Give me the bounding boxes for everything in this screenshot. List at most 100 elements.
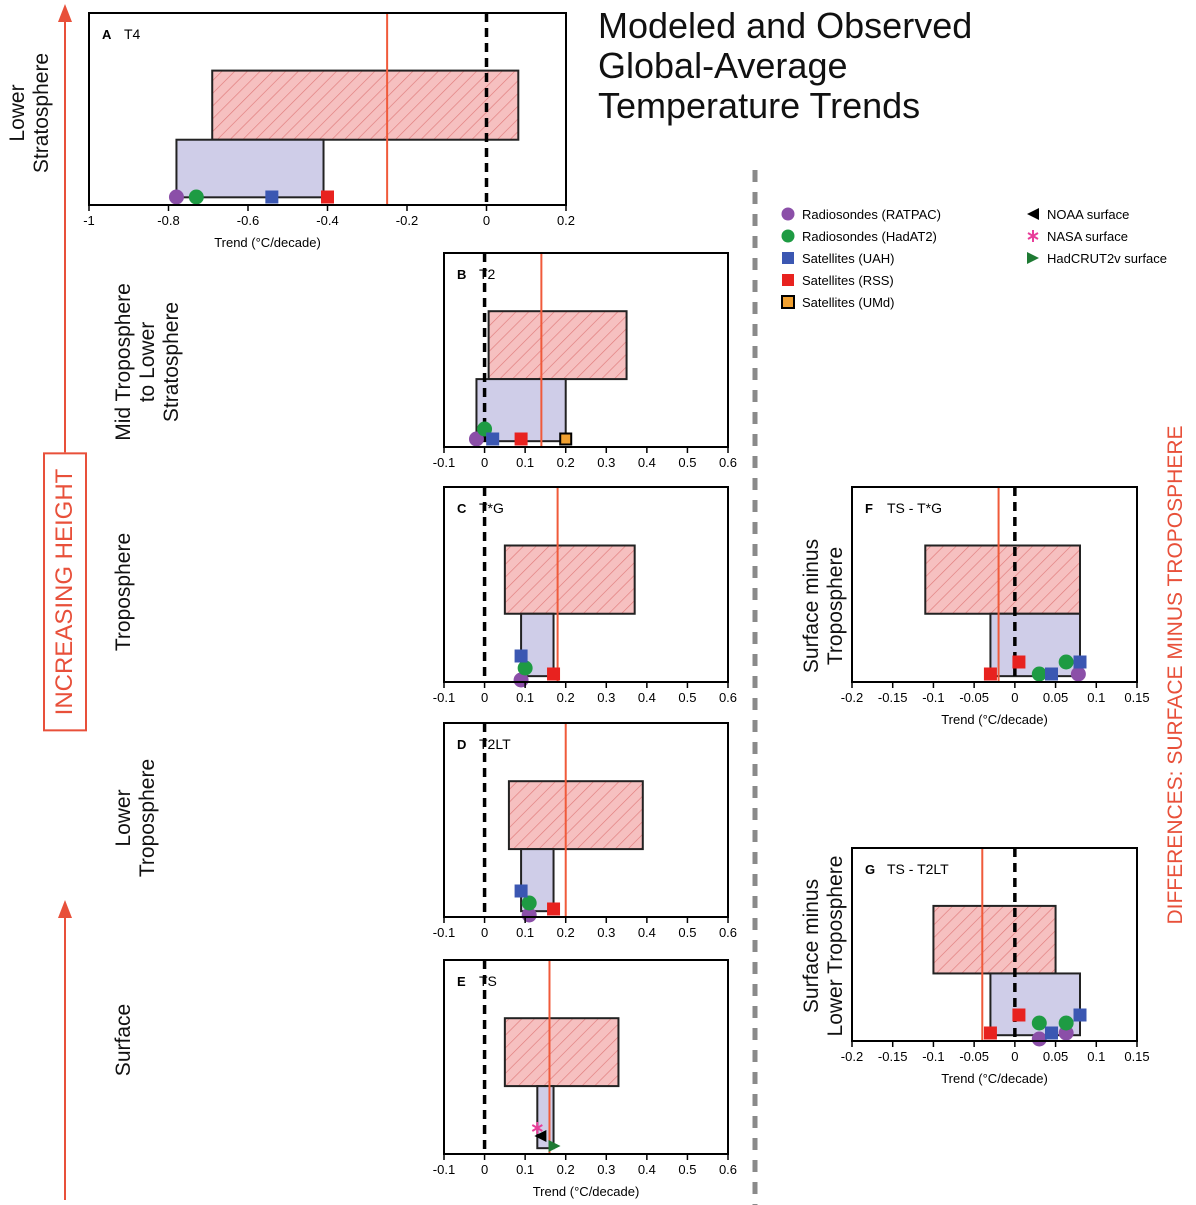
data-point [168,189,184,205]
tick-label: 0.1 [516,1162,534,1177]
region-label-line: Lower [112,789,135,847]
panel-variable: T2LT [479,736,511,752]
legend-label: Radiosondes (HadAT2) [802,228,937,244]
data-point [547,667,561,681]
chart-panel-b: -0.1 0 0.1 0.2 0.3 0.4 0.5 0.6 B T2 [433,252,737,470]
tick-label: 0.4 [638,925,656,940]
data-point [983,667,997,681]
pink-asterisk-icon [1027,230,1039,242]
tick-label: 0 [1011,690,1018,705]
region-label-line: Lower Troposphere [824,855,847,1037]
tick-label: 0.1 [1087,690,1105,705]
panel-variable: TS - T2LT [887,861,949,877]
tick-label: 0 [481,925,488,940]
tick-label: 0.05 [1043,690,1068,705]
x-axis-label: Trend (°C/decade) [533,1184,640,1199]
legend-item: Radiosondes (RATPAC) [780,203,941,225]
region-label-line: Troposphere [824,546,847,666]
tick-label: -0.1 [433,1162,455,1177]
legend-left: Radiosondes (RATPAC) Radiosondes (HadAT2… [780,203,941,313]
data-point [1058,1015,1074,1031]
legend-label: NASA surface [1047,228,1128,244]
tick-label: 0.3 [597,455,615,470]
tick-label: 0.5 [678,455,696,470]
data-point [559,432,573,446]
legend-item: HadCRUT2v surface [1025,247,1167,269]
data-point [1045,1026,1058,1040]
observed-range-box [175,138,325,199]
data-point [1031,1015,1047,1031]
data-point [1012,1008,1026,1022]
chart-panel-g: -0.2 -0.15 -0.1 -0.05 0 0.05 0.1 0.15 G TS - T2LT… [841,847,1150,1086]
model-range-box [932,904,1057,975]
tick-label: 0.6 [719,1162,737,1177]
data-point [321,190,334,204]
data-point [1073,1008,1087,1022]
blue-square-icon [782,252,794,264]
data-point [1031,1031,1047,1047]
plot-frame [851,847,1138,1042]
model-range-box [507,780,644,851]
tick-label: 0 [483,213,490,228]
legend-label: Satellites (RSS) [802,272,894,288]
legend-label: NOAA surface [1047,206,1130,222]
model-range-box [211,69,520,141]
region-label-surface: Surface [112,1004,136,1076]
black-triangle-left-icon [1027,208,1039,220]
panel-letter: A [102,27,112,42]
tick-label: -0.15 [878,1049,908,1064]
data-point [1058,654,1074,670]
region-label-line: Troposphere [112,532,135,652]
tick-label: -0.2 [396,213,418,228]
data-point [1031,666,1047,682]
title-line-1: Modeled and Observed [598,5,973,46]
tick-label: 0.2 [557,925,575,940]
x-axis-label: Trend (°C/decade) [214,235,321,250]
data-point [547,902,561,916]
panel-variable: T2 [479,266,496,282]
red-square-icon [782,274,794,286]
tick-label: -0.15 [878,690,908,705]
tick-label: 0.5 [678,925,696,940]
legend-item: Radiosondes (HadAT2) [780,225,941,247]
region-label-line: Stratosphere [160,301,183,423]
tick-label: 0.15 [1124,690,1149,705]
data-point [1070,666,1086,682]
tick-label: 0.6 [719,455,737,470]
legend-right: NOAA surface NASA surface HadCRUT2v surf… [1025,203,1167,269]
asterisk-stroke [531,1124,543,1132]
tick-label: 0 [1011,1049,1018,1064]
tick-label: 0.15 [1124,1049,1149,1064]
region-label-surface-minus-troposphere: Surface minus Troposphere [800,539,848,673]
data-point [521,895,537,911]
increasing-height-label: INCREASING HEIGHT [43,452,87,732]
tick-label: -1 [83,213,95,228]
tick-label: 0.2 [557,1162,575,1177]
region-label-line: Troposphere [136,758,159,878]
title-line-3: Temperature Trends [598,85,921,126]
region-label-mid-troposphere: Mid Troposphere to Lower Stratosphere [112,283,184,441]
region-label-line: Surface minus [800,538,823,674]
legend-item: NASA surface [1025,225,1167,247]
purple-circle-icon [781,207,795,221]
differences-label: DIFFERENCES: SURFACE MINUS TROPOSPHERE [1164,425,1187,925]
green-circle-icon [781,229,795,243]
legend-item: Satellites (UMd) [780,291,941,313]
tick-label: -0.2 [841,690,863,705]
data-point [1045,667,1058,681]
region-label-troposphere: Troposphere [112,533,136,651]
region-label-line: to Lower [136,321,159,403]
region-label-lower-troposphere: Lower Troposphere [112,759,160,877]
plot-frame [851,486,1138,683]
chart-panel-d: -0.1 0 0.1 0.2 0.3 0.4 0.5 0.6 D T2LT [433,722,737,940]
tick-label: 0.5 [678,690,696,705]
tick-label: 0.4 [638,1162,656,1177]
region-label-line: Lower [6,84,29,142]
legend-item: Satellites (RSS) [780,269,941,291]
model-range-box [503,1017,620,1088]
plot-frame [443,252,729,448]
height-arrow-lower-head [58,900,72,918]
data-point [534,1130,547,1142]
panel-letter: G [865,862,875,877]
legend-label: Satellites (UAH) [802,250,895,266]
